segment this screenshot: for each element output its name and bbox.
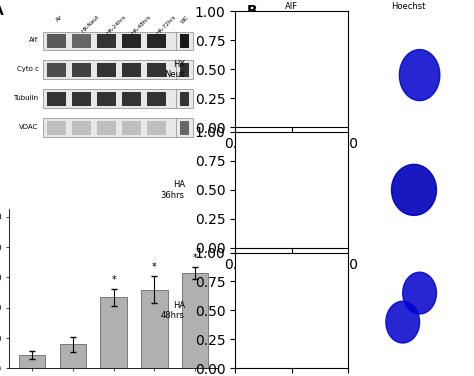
FancyBboxPatch shape [43, 118, 193, 137]
FancyBboxPatch shape [180, 121, 189, 135]
FancyBboxPatch shape [43, 61, 193, 79]
FancyBboxPatch shape [122, 34, 141, 48]
FancyBboxPatch shape [97, 63, 116, 77]
FancyBboxPatch shape [47, 121, 66, 135]
Text: *: * [193, 253, 198, 263]
Text: Air: Air [55, 14, 64, 23]
Text: HX
Neut: HX Neut [164, 59, 185, 79]
Polygon shape [386, 301, 419, 343]
FancyBboxPatch shape [47, 34, 66, 48]
Text: HX-Neut: HX-Neut [80, 14, 100, 34]
FancyBboxPatch shape [180, 34, 189, 48]
FancyBboxPatch shape [72, 121, 91, 135]
Title: Hoechst: Hoechst [391, 2, 426, 11]
Text: HA
36hrs: HA 36hrs [161, 180, 185, 200]
FancyBboxPatch shape [43, 32, 193, 50]
FancyBboxPatch shape [147, 92, 166, 106]
FancyBboxPatch shape [180, 92, 189, 106]
Text: HA-24hrs: HA-24hrs [105, 14, 127, 36]
Polygon shape [258, 149, 325, 230]
Text: WC: WC [180, 14, 191, 24]
Text: HA-72hrs: HA-72hrs [155, 14, 177, 36]
Bar [100, 297, 127, 368]
Text: B: B [247, 4, 257, 18]
Text: *: * [152, 262, 157, 272]
Bar [182, 273, 209, 368]
FancyBboxPatch shape [122, 92, 141, 106]
Polygon shape [403, 272, 437, 314]
Polygon shape [265, 270, 306, 351]
Text: VDAC: VDAC [19, 124, 39, 130]
FancyBboxPatch shape [97, 92, 116, 106]
FancyBboxPatch shape [147, 34, 166, 48]
FancyBboxPatch shape [47, 63, 66, 77]
FancyBboxPatch shape [97, 121, 116, 135]
Polygon shape [400, 50, 440, 100]
FancyBboxPatch shape [72, 63, 91, 77]
Polygon shape [392, 164, 437, 215]
FancyBboxPatch shape [47, 92, 66, 106]
FancyBboxPatch shape [72, 34, 91, 48]
Text: *: * [111, 275, 116, 285]
Bar [141, 290, 168, 368]
FancyBboxPatch shape [43, 89, 193, 108]
FancyBboxPatch shape [180, 63, 189, 77]
Text: Tubulin: Tubulin [14, 95, 39, 101]
Bar [19, 355, 46, 368]
FancyBboxPatch shape [122, 121, 141, 135]
Text: A: A [0, 4, 4, 18]
Text: Aif: Aif [29, 37, 39, 43]
FancyBboxPatch shape [122, 63, 141, 77]
FancyBboxPatch shape [147, 121, 166, 135]
FancyBboxPatch shape [147, 63, 166, 77]
FancyBboxPatch shape [72, 92, 91, 106]
FancyBboxPatch shape [97, 34, 116, 48]
Text: Cyto c: Cyto c [17, 66, 39, 72]
Text: HA
48hrs: HA 48hrs [161, 301, 185, 320]
Text: HA-48hrs: HA-48hrs [130, 14, 152, 36]
Bar [60, 344, 86, 368]
Title: AIF: AIF [285, 2, 298, 11]
